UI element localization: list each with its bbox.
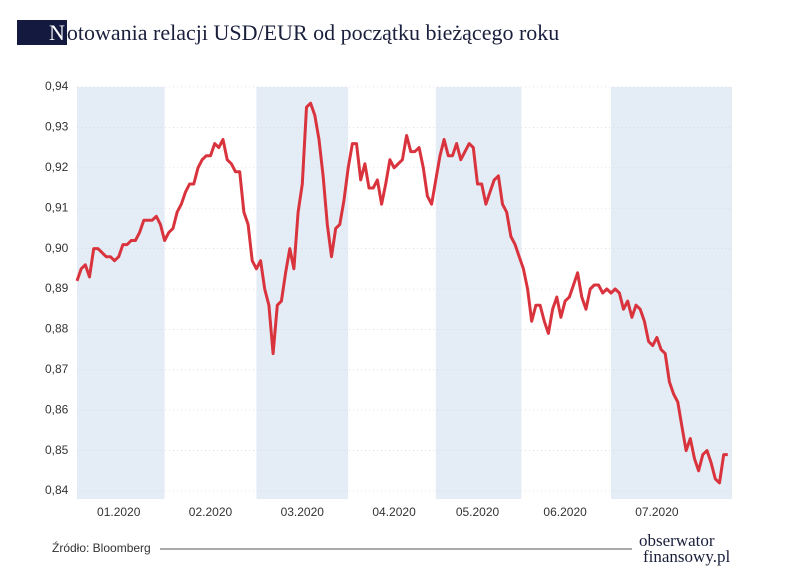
logo-bottom: finansowy.pl [643, 547, 730, 566]
chart-title: Notowania relacji USD/EUR od początku bi… [49, 20, 560, 45]
y-tick-label: 0,88 [45, 322, 69, 336]
x-tick-label: 03.2020 [281, 505, 325, 519]
x-tick-label: 05.2020 [456, 505, 500, 519]
y-tick-label: 0,90 [45, 241, 69, 255]
source: Źródło: Bloomberg [52, 540, 151, 555]
y-tick-label: 0,94 [45, 79, 69, 93]
x-tick-label: 06.2020 [543, 505, 587, 519]
data-line [75, 101, 728, 485]
y-tick-label: 0,92 [45, 160, 69, 174]
month-band [435, 87, 522, 499]
y-tick-label: 0,84 [45, 483, 69, 497]
logo-top: obserwator [639, 531, 715, 550]
y-tick-label: 0,86 [45, 402, 69, 416]
x-tick-label: 07.2020 [635, 505, 679, 519]
x-tick-label: 02.2020 [189, 505, 233, 519]
x-tick-label: 01.2020 [97, 505, 141, 519]
y-tick-label: 0,93 [45, 120, 69, 134]
y-tick-label: 0,89 [45, 281, 69, 295]
month-band [77, 87, 165, 499]
y-tick-label: 0,85 [45, 443, 69, 457]
month-band [256, 87, 349, 499]
y-tick-label: 0,87 [45, 362, 69, 376]
x-tick-label: 04.2020 [372, 505, 416, 519]
y-tick-label: 0,91 [45, 200, 69, 214]
month-band [611, 87, 732, 499]
